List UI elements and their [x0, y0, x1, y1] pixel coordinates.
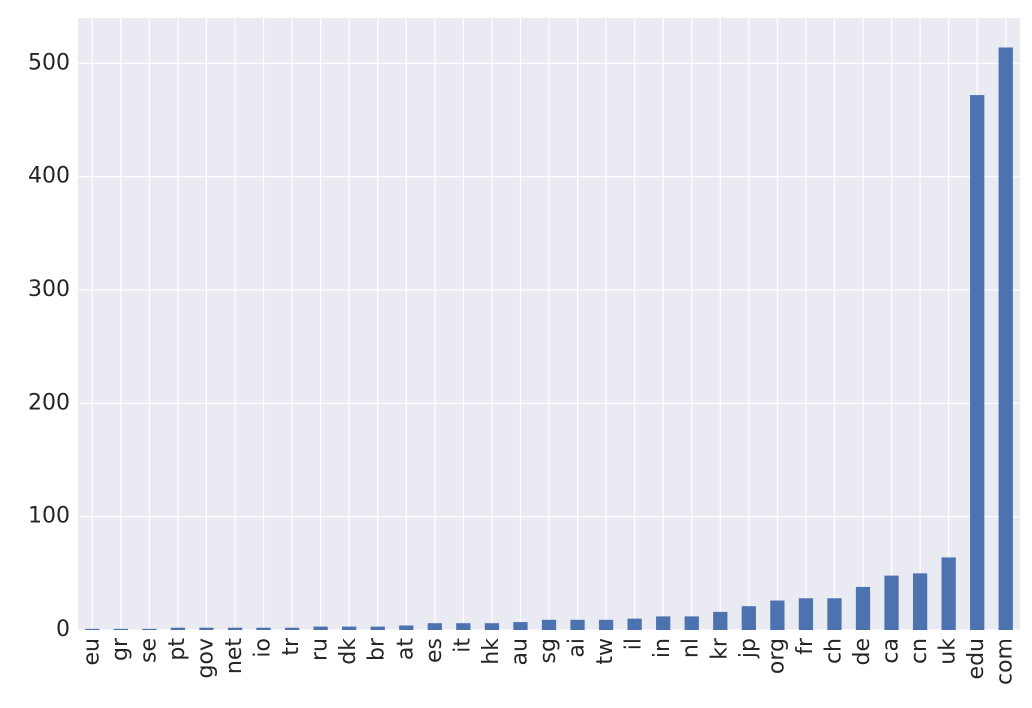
bar	[656, 616, 671, 630]
x-tick-label: eu	[79, 638, 104, 665]
x-tick-label: cn	[907, 638, 932, 664]
bar	[970, 95, 985, 631]
bar	[113, 628, 128, 630]
bar	[598, 619, 614, 630]
x-tick-label: de	[850, 638, 875, 666]
x-tick-label: gov	[193, 638, 218, 678]
y-tick-label: 500	[28, 50, 70, 75]
bar	[541, 619, 557, 630]
x-tick-label: sg	[536, 638, 561, 663]
x-tick-label: gr	[108, 637, 133, 661]
bar	[370, 626, 385, 630]
x-tick-label: com	[993, 638, 1018, 685]
bar	[85, 628, 100, 630]
bar	[427, 623, 442, 630]
x-tick-label: at	[393, 638, 418, 660]
bar	[570, 619, 585, 630]
x-tick-label: kr	[707, 637, 732, 660]
bar	[342, 626, 357, 630]
y-tick-label: 0	[56, 617, 70, 642]
x-tick-label: edu	[964, 638, 989, 679]
y-tick-label: 400	[28, 164, 70, 189]
x-tick-label: hk	[479, 638, 504, 665]
bar	[827, 598, 842, 630]
x-tick-label: se	[136, 638, 161, 663]
bar	[513, 622, 528, 630]
bar	[941, 557, 956, 630]
x-tick-label: uk	[936, 638, 961, 665]
bar	[399, 625, 414, 630]
x-tick-label: in	[650, 638, 675, 658]
bar	[227, 627, 243, 630]
x-tick-label: br	[365, 637, 390, 661]
x-tick-label: it	[450, 638, 475, 653]
bar	[912, 573, 928, 630]
y-tick-label: 300	[28, 277, 70, 302]
x-tick-label: au	[507, 638, 532, 665]
bar	[484, 623, 500, 630]
x-tick-label: net	[222, 638, 247, 674]
bar	[855, 586, 871, 630]
bar	[713, 611, 728, 630]
bar	[256, 627, 271, 630]
bar	[998, 47, 1013, 630]
x-tick-label: es	[422, 638, 447, 663]
y-tick-label: 100	[28, 504, 70, 529]
x-tick-label: ca	[879, 638, 904, 664]
bar	[142, 628, 157, 630]
bar	[170, 627, 186, 630]
x-tick-label: pt	[165, 638, 190, 661]
x-tick-label: dk	[336, 638, 361, 665]
x-tick-label: il	[622, 638, 647, 650]
bar	[684, 616, 699, 630]
bar	[741, 606, 756, 630]
x-tick-label: jp	[736, 638, 761, 659]
bar	[798, 598, 814, 630]
bar	[456, 623, 471, 630]
x-tick-label: ru	[308, 638, 333, 661]
x-tick-label: io	[251, 638, 276, 658]
bar	[884, 575, 899, 630]
x-tick-label: tw	[593, 638, 618, 665]
bar	[284, 627, 300, 630]
bar	[627, 618, 642, 630]
x-tick-label: nl	[679, 638, 704, 658]
x-tick-label: org	[764, 638, 789, 674]
x-tick-label: fr	[793, 637, 818, 655]
bar	[313, 626, 328, 630]
x-tick-label: ai	[565, 638, 590, 658]
x-tick-label: tr	[279, 637, 304, 656]
bar	[199, 627, 214, 630]
bar	[770, 600, 785, 630]
y-tick-label: 200	[28, 390, 70, 415]
x-tick-label: ch	[821, 638, 846, 664]
